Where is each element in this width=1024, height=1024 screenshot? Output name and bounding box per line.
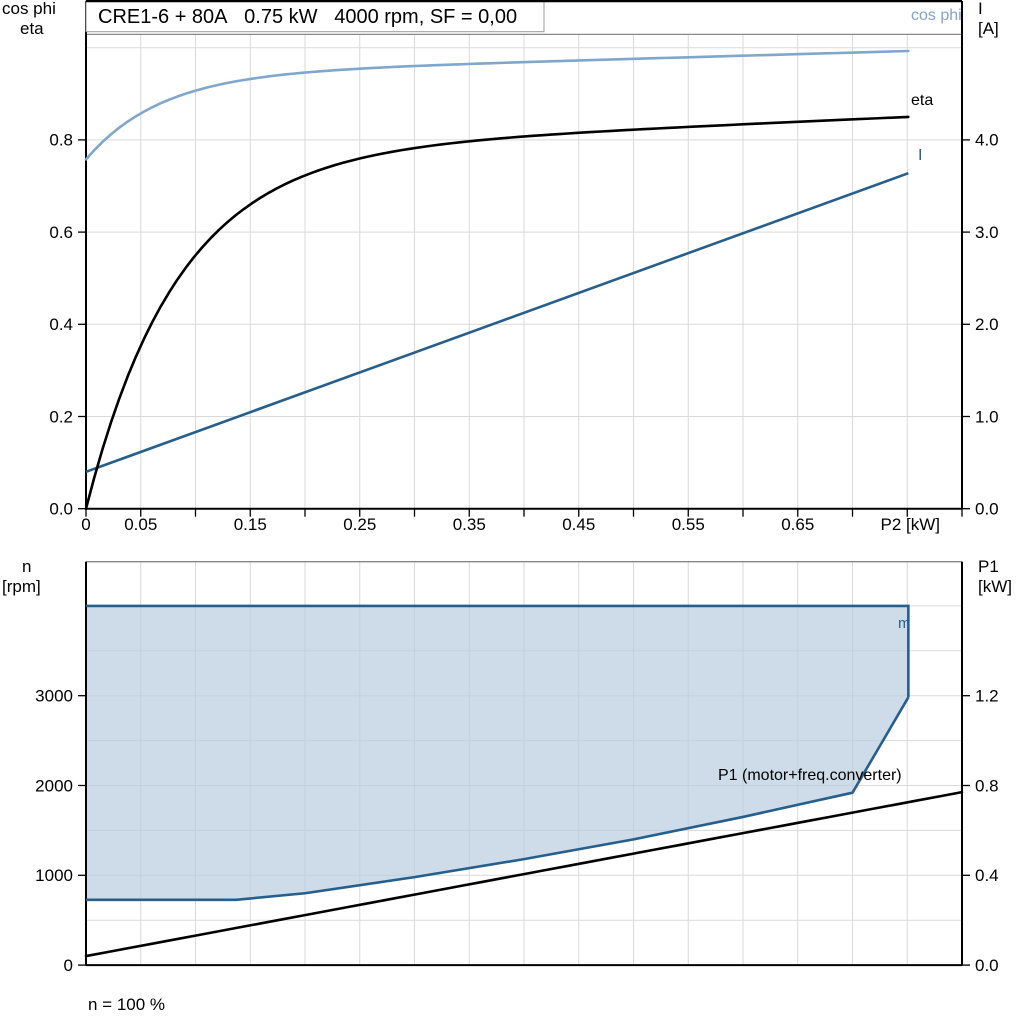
svg-text:0.25: 0.25 bbox=[343, 515, 376, 534]
svg-text:0.45: 0.45 bbox=[562, 515, 595, 534]
svg-text:cos phi: cos phi bbox=[911, 7, 962, 24]
svg-text:P1: P1 bbox=[978, 557, 999, 576]
svg-text:0.0: 0.0 bbox=[49, 500, 73, 519]
svg-text:0.15: 0.15 bbox=[234, 515, 267, 534]
svg-text:0: 0 bbox=[81, 515, 90, 534]
svg-text:0.6: 0.6 bbox=[49, 223, 73, 242]
svg-text:0.2: 0.2 bbox=[49, 407, 73, 426]
svg-text:0.0: 0.0 bbox=[975, 956, 999, 975]
svg-text:3.0: 3.0 bbox=[975, 223, 999, 242]
svg-text:0.35: 0.35 bbox=[453, 515, 486, 534]
svg-text:1000: 1000 bbox=[35, 866, 73, 885]
svg-text:n = 100 %: n = 100 % bbox=[88, 995, 165, 1014]
svg-text:eta: eta bbox=[911, 92, 933, 109]
svg-text:4.0: 4.0 bbox=[975, 131, 999, 150]
svg-text:0.4: 0.4 bbox=[49, 315, 73, 334]
svg-text:1.2: 1.2 bbox=[975, 687, 999, 706]
svg-text:n: n bbox=[22, 557, 31, 576]
svg-text:P1 (motor+freq.converter): P1 (motor+freq.converter) bbox=[718, 767, 902, 784]
svg-text:0.05: 0.05 bbox=[124, 515, 157, 534]
svg-text:I: I bbox=[918, 147, 922, 164]
svg-text:[A]: [A] bbox=[978, 19, 999, 38]
svg-text:2.0: 2.0 bbox=[975, 315, 999, 334]
svg-text:[rpm]: [rpm] bbox=[2, 577, 41, 596]
svg-text:0: 0 bbox=[64, 956, 73, 975]
svg-text:0.8: 0.8 bbox=[49, 131, 73, 150]
svg-text:0.55: 0.55 bbox=[672, 515, 705, 534]
svg-text:0.65: 0.65 bbox=[781, 515, 814, 534]
svg-text:eta: eta bbox=[20, 19, 44, 38]
svg-text:3000: 3000 bbox=[35, 687, 73, 706]
svg-text:0.4: 0.4 bbox=[975, 866, 999, 885]
svg-text:1.0: 1.0 bbox=[975, 407, 999, 426]
svg-text:CRE1-6 + 80A 0.75 kW 4000: CRE1-6 + 80A 0.75 kW 4000 rpm, SF = 0,00 bbox=[98, 6, 517, 28]
svg-text:0.0: 0.0 bbox=[975, 500, 999, 519]
svg-text:2000: 2000 bbox=[35, 776, 73, 795]
svg-text:P2 [kW]: P2 [kW] bbox=[880, 515, 940, 534]
svg-text:0.8: 0.8 bbox=[975, 776, 999, 795]
svg-text:I: I bbox=[978, 0, 983, 18]
svg-text:[kW]: [kW] bbox=[978, 577, 1012, 596]
svg-text:cos phi: cos phi bbox=[2, 0, 56, 18]
svg-text:m: m bbox=[898, 615, 911, 632]
